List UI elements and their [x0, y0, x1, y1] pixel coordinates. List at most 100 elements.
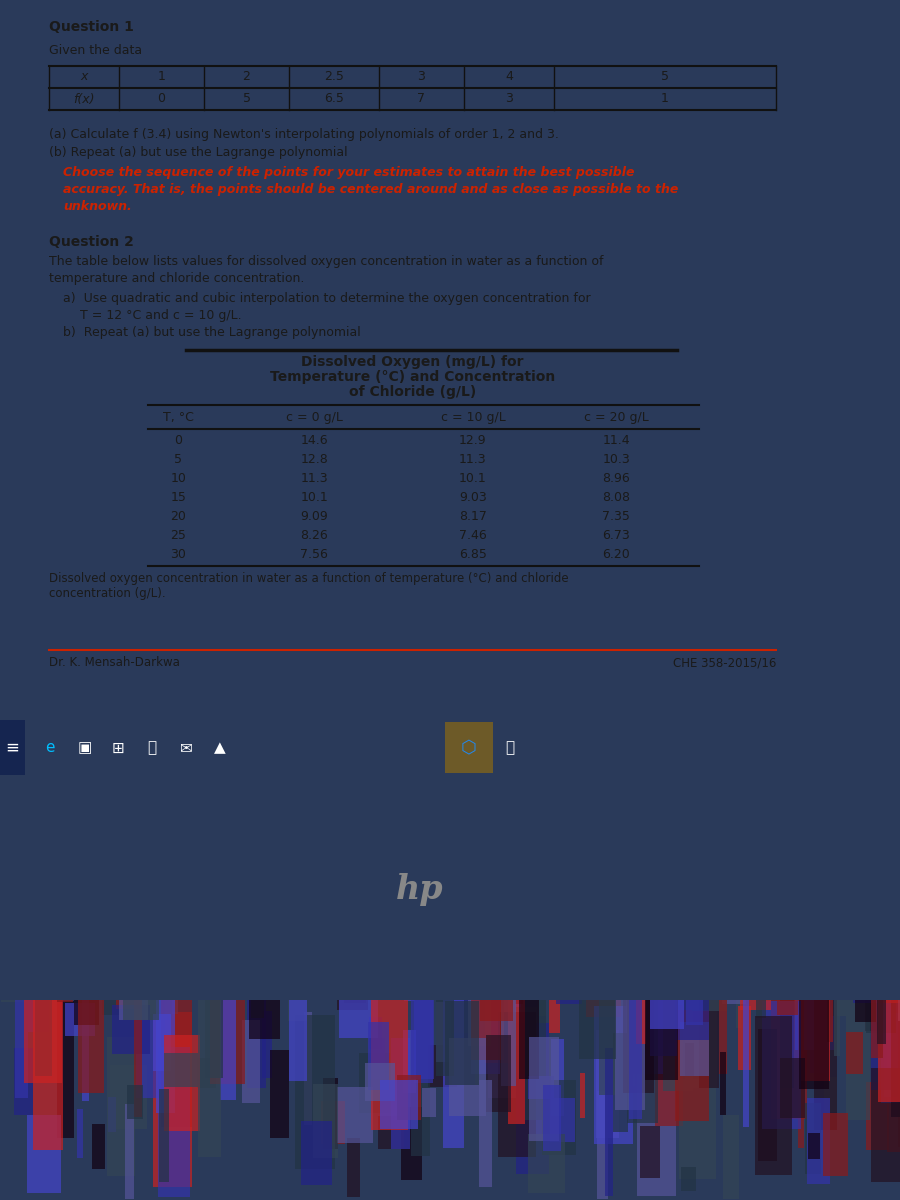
Bar — [637, 1043, 676, 1196]
Bar — [898, 1061, 900, 1147]
Text: 10.1: 10.1 — [301, 491, 328, 504]
Text: 4: 4 — [505, 71, 513, 84]
Bar — [197, 1058, 216, 1088]
Bar — [288, 1000, 307, 1021]
Bar — [650, 925, 678, 1056]
Text: Choose the sequence of the points for your estimates to attain the best possible: Choose the sequence of the points for yo… — [63, 166, 634, 179]
Text: 6.20: 6.20 — [602, 548, 630, 560]
Bar — [443, 972, 464, 1148]
Text: 11.3: 11.3 — [301, 472, 328, 485]
Bar — [852, 923, 884, 1003]
Bar — [795, 978, 833, 1050]
Bar — [878, 934, 886, 1044]
Bar — [549, 950, 560, 1033]
Text: 14.6: 14.6 — [301, 434, 328, 446]
Bar — [555, 882, 581, 1004]
Text: 3: 3 — [505, 92, 513, 106]
Bar — [24, 971, 62, 1082]
Bar — [108, 1097, 116, 1132]
Bar — [414, 952, 433, 1084]
Bar — [116, 953, 142, 1009]
Bar — [241, 1020, 260, 1103]
Bar — [301, 1121, 332, 1184]
Bar — [594, 1006, 633, 1144]
Text: hp: hp — [396, 874, 444, 906]
Bar — [824, 1076, 837, 1111]
Bar — [686, 874, 703, 1025]
Bar — [479, 1080, 491, 1187]
Bar — [0, 720, 25, 775]
Bar — [762, 1001, 801, 1129]
Text: 0: 0 — [158, 92, 166, 106]
Bar — [248, 912, 266, 1087]
Bar — [401, 1106, 422, 1180]
Bar — [878, 950, 900, 1102]
Bar — [411, 973, 434, 1079]
Bar — [802, 935, 830, 1081]
Bar — [33, 986, 63, 1150]
Bar — [871, 1068, 900, 1182]
Bar — [28, 1115, 61, 1193]
Bar — [364, 1063, 395, 1100]
Bar — [370, 1038, 384, 1080]
Text: 5: 5 — [242, 92, 250, 106]
Bar — [77, 1109, 83, 1158]
Bar — [867, 947, 896, 1033]
Bar — [304, 1013, 312, 1124]
Text: b)  Repeat (a) but use the Lagrange polynomial: b) Repeat (a) but use the Lagrange polyn… — [63, 326, 361, 338]
Text: 25: 25 — [170, 529, 186, 542]
Bar — [756, 960, 766, 1018]
Bar — [445, 1001, 479, 1085]
Bar — [598, 1091, 608, 1199]
Bar — [681, 1168, 696, 1190]
Bar — [814, 985, 837, 1130]
Bar — [597, 1030, 619, 1138]
Bar — [480, 977, 513, 1021]
Bar — [378, 1116, 404, 1148]
Bar — [397, 1075, 421, 1120]
Bar — [136, 941, 165, 1098]
Bar — [66, 1003, 95, 1036]
Bar — [445, 722, 493, 773]
Bar — [866, 1081, 888, 1150]
Bar — [722, 932, 746, 1004]
Bar — [220, 931, 237, 1100]
Bar — [515, 868, 521, 1046]
Text: 8.26: 8.26 — [301, 529, 328, 542]
Text: 11.3: 11.3 — [459, 452, 487, 466]
Text: 5: 5 — [175, 452, 183, 466]
Bar — [629, 996, 642, 1120]
Text: 7.35: 7.35 — [602, 510, 630, 523]
Bar — [82, 994, 89, 1102]
Bar — [516, 1007, 536, 1074]
Bar — [453, 1033, 474, 1085]
Bar — [411, 995, 430, 1157]
Bar — [154, 1013, 192, 1187]
Text: 5: 5 — [661, 71, 669, 84]
Text: 15: 15 — [170, 491, 186, 504]
Bar — [832, 884, 846, 1016]
Text: of Chloride (g/L): of Chloride (g/L) — [349, 385, 476, 398]
Bar — [452, 908, 479, 1040]
Bar — [780, 1057, 805, 1118]
Text: ⬡: ⬡ — [461, 739, 477, 757]
Text: 6.5: 6.5 — [324, 92, 344, 106]
Bar — [270, 1050, 289, 1138]
Bar — [871, 920, 883, 1058]
Bar — [699, 923, 719, 1088]
Bar — [855, 902, 877, 1022]
Bar — [636, 991, 646, 1044]
Bar — [755, 1016, 792, 1175]
Bar — [112, 1004, 149, 1054]
Bar — [110, 1066, 147, 1129]
Bar — [640, 1126, 660, 1178]
Bar — [741, 892, 770, 1010]
Bar — [338, 994, 378, 1038]
Bar — [798, 978, 804, 1148]
Bar — [359, 1054, 390, 1114]
Bar — [1, 883, 27, 1002]
Text: 7.56: 7.56 — [301, 548, 328, 560]
Bar — [807, 1098, 831, 1184]
Text: concentration (g/L).: concentration (g/L). — [49, 587, 166, 600]
Bar — [663, 916, 693, 1091]
